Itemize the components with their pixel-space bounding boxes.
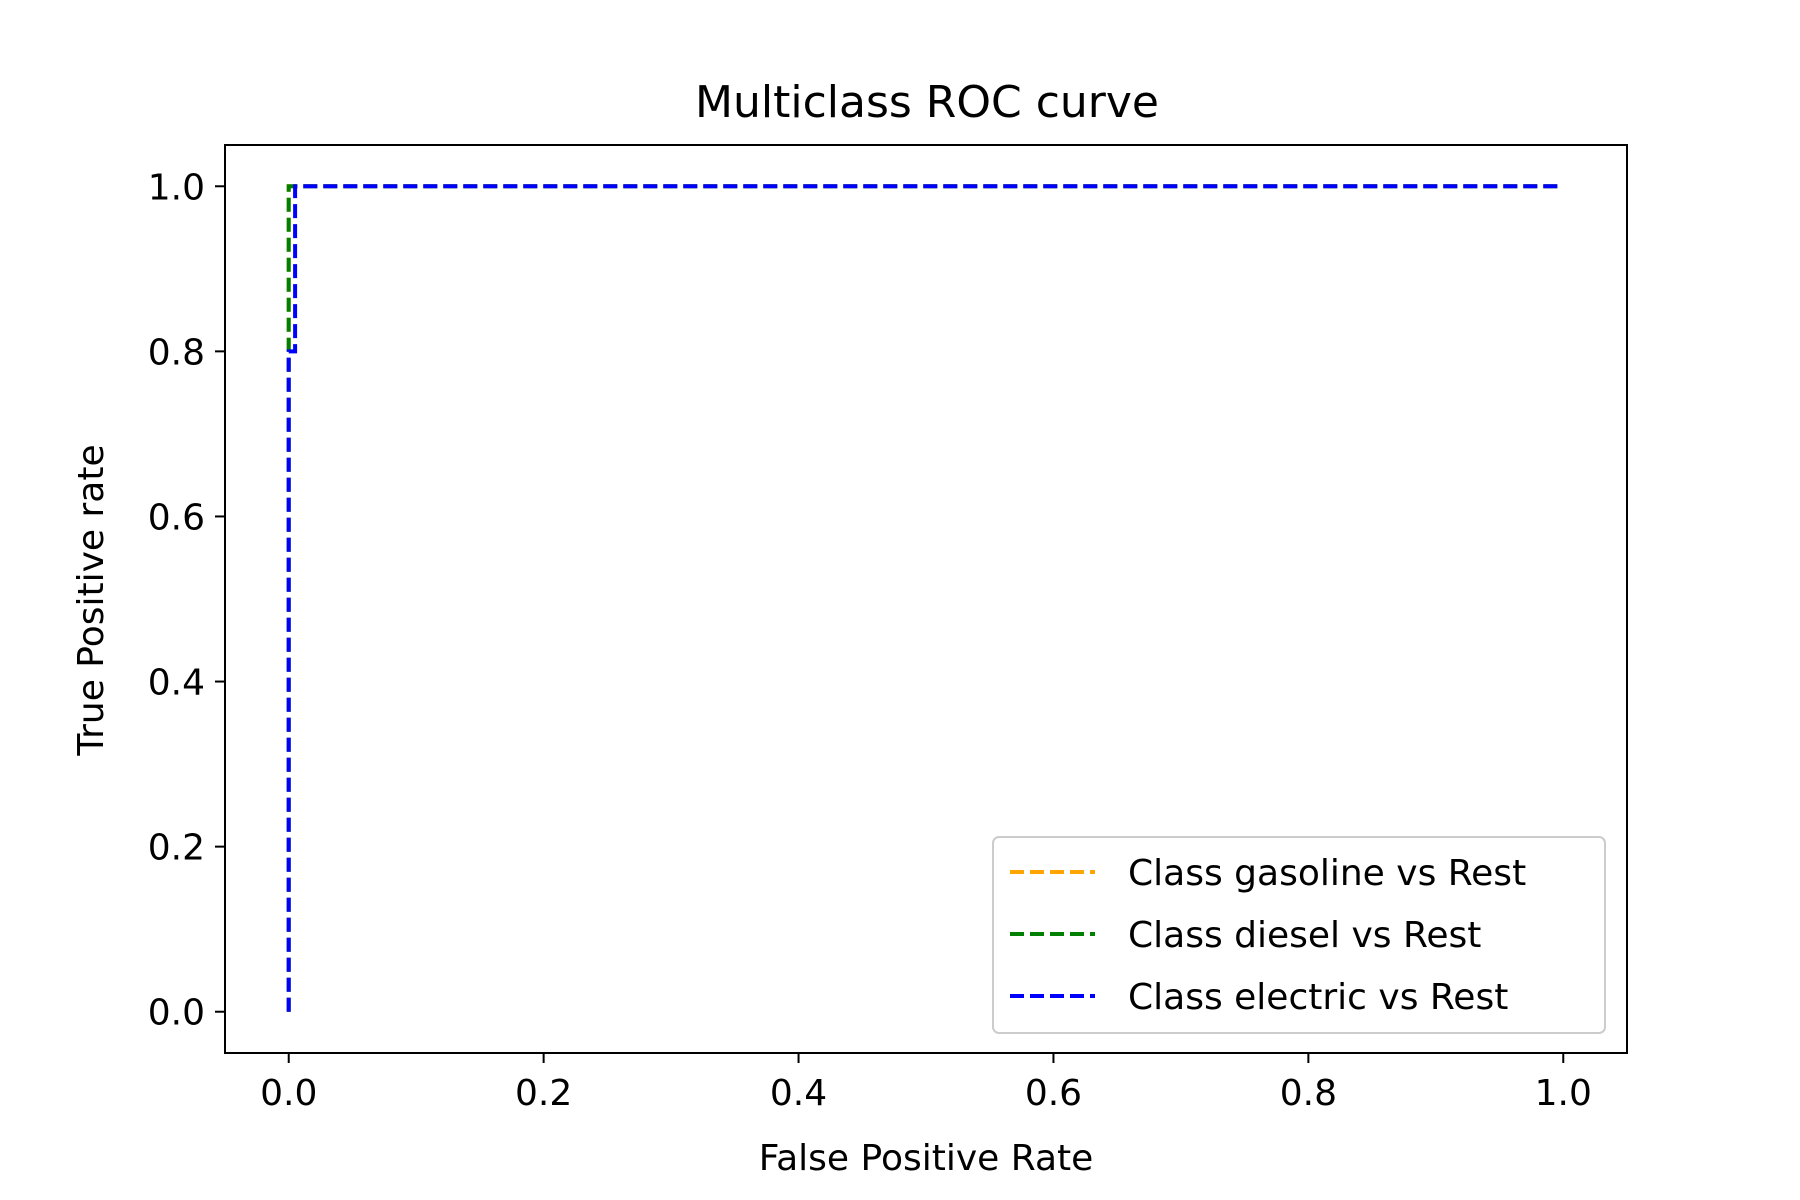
x-tick-label: 0.6 xyxy=(1025,1073,1082,1114)
series-lines xyxy=(286,184,1564,1012)
x-axis-ticks: 0.0 0.2 0.4 0.6 0.8 1.0 xyxy=(260,1053,1592,1114)
legend: Class gasoline vs Rest Class diesel vs Re… xyxy=(992,836,1606,1034)
y-tick-label: 0.4 xyxy=(148,663,205,704)
y-axis-label: True Positive rate xyxy=(71,444,112,756)
y-axis-ticks: 0.0 0.2 0.4 0.6 0.8 1.0 xyxy=(148,167,225,1034)
y-tick-label: 0.6 xyxy=(148,497,205,538)
y-tick-label: 0.2 xyxy=(148,828,205,869)
series-line-class-diesel-vs-rest xyxy=(286,184,1564,1012)
plot-frame xyxy=(224,144,1628,1054)
legend-label: Class diesel vs Rest xyxy=(1128,915,1481,956)
legend-label: Class gasoline vs Rest xyxy=(1128,853,1526,894)
x-axis-label: False Positive Rate xyxy=(759,1138,1094,1179)
y-tick-label: 1.0 xyxy=(148,167,205,208)
x-tick-label: 1.0 xyxy=(1535,1073,1592,1114)
y-tick-label: 0.0 xyxy=(148,993,205,1034)
x-tick-label: 0.0 xyxy=(260,1073,317,1114)
y-tick-label: 0.8 xyxy=(148,332,205,373)
legend-label: Class electric vs Rest xyxy=(1128,977,1508,1018)
x-tick-label: 0.4 xyxy=(770,1073,827,1114)
chart-title: Multiclass ROC curve xyxy=(695,77,1159,128)
series-line-class-electric-vs-rest xyxy=(286,184,1564,1012)
legend-box xyxy=(992,836,1606,1034)
x-tick-label: 0.8 xyxy=(1280,1073,1337,1114)
x-tick-label: 0.2 xyxy=(515,1073,572,1114)
